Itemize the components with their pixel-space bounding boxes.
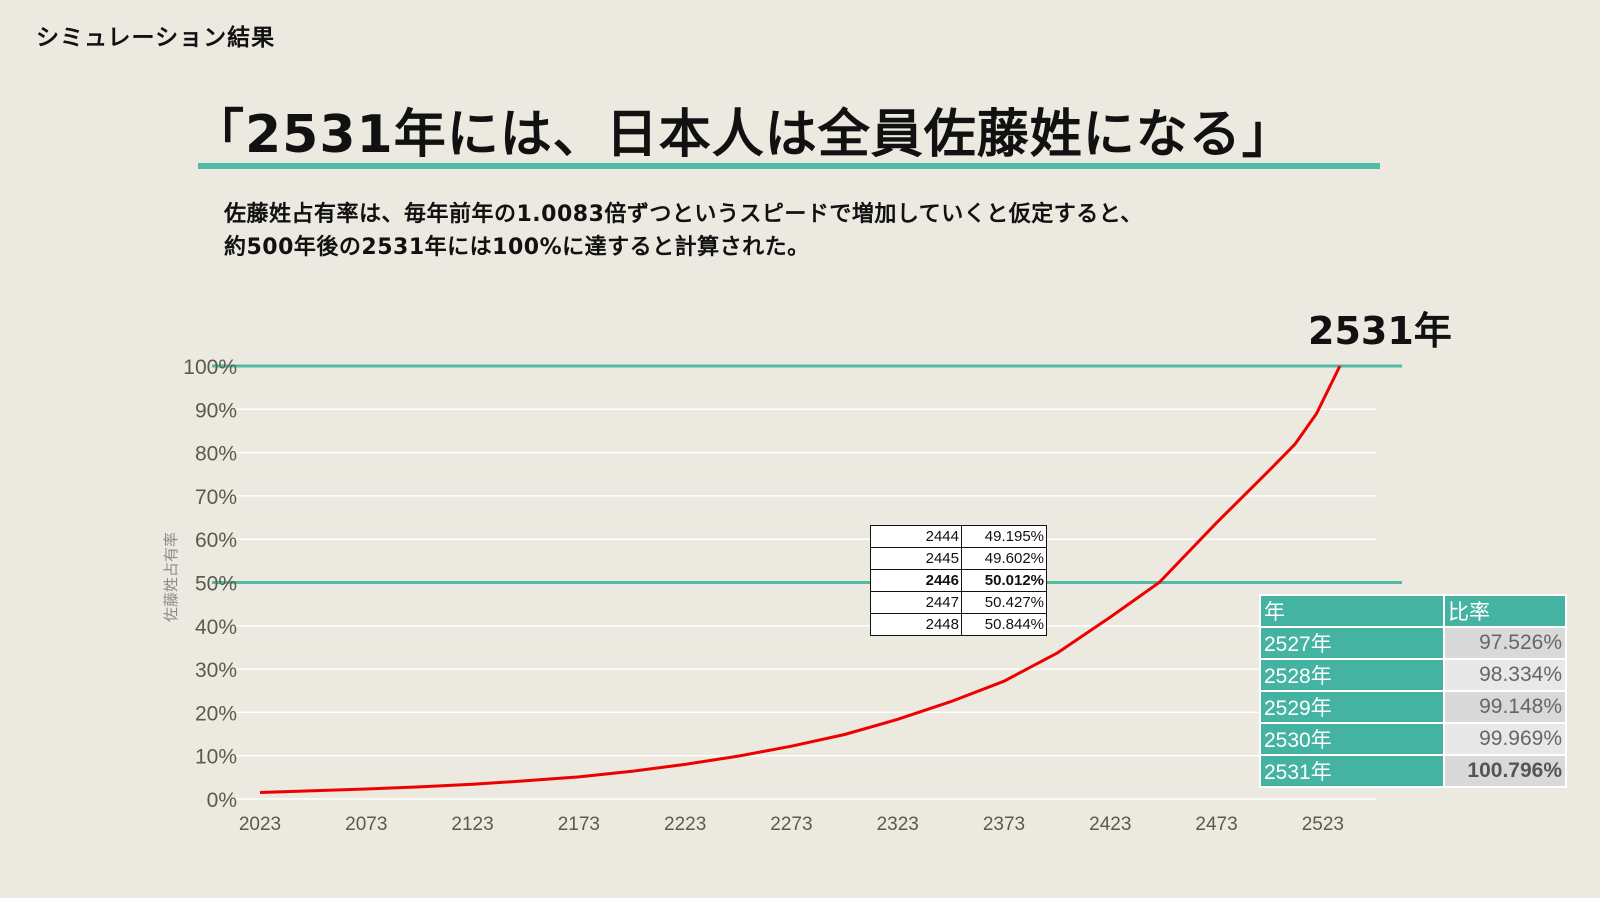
y-tick-label: 10%: [195, 746, 237, 769]
x-tick-label: 2123: [451, 814, 493, 835]
title-underline: [198, 163, 1380, 169]
x-tick-label: 2023: [239, 814, 281, 835]
zoom-year: 2444: [870, 525, 962, 548]
zoom-year: 2447: [870, 591, 962, 614]
y-axis-label: 佐藤姓占有率: [162, 532, 180, 622]
zoom-rate: 50.844%: [961, 613, 1047, 636]
x-tick-label: 2473: [1195, 814, 1237, 835]
rate-table-row: 2528年 98.334%: [1259, 658, 1567, 692]
rate-table: 年 比率 2527年 97.526% 2528年 98.334% 2529年 99.148…: [1259, 594, 1567, 788]
zoom-rate: 50.427%: [961, 591, 1047, 614]
x-tick-label: 2323: [877, 814, 919, 835]
reference-lines: [212, 364, 1402, 584]
zoom-table-row: 2446 50.012%: [870, 569, 1047, 592]
zoom-rate: 50.012%: [961, 569, 1047, 592]
rate-table-year: 2529年: [1259, 690, 1445, 724]
zoom-table-row: 2445 49.602%: [870, 547, 1047, 570]
x-tick-label: 2173: [558, 814, 600, 835]
rate-table-row: 2531年 100.796%: [1259, 754, 1567, 788]
page-title: 「2531年には、日本人は全員佐藤姓になる」: [192, 105, 1295, 165]
x-tick-label: 2223: [664, 814, 706, 835]
zoom-rate: 49.602%: [961, 547, 1047, 570]
rate-table-row: 2527年 97.526%: [1259, 626, 1567, 660]
x-tick-label: 2273: [770, 814, 812, 835]
rate-table-year: 2531年: [1259, 754, 1445, 788]
zoom-year: 2446: [870, 569, 962, 592]
x-tick-label: 2523: [1302, 814, 1344, 835]
y-tick-label: 80%: [195, 443, 237, 466]
rate-table-rate: 99.969%: [1443, 722, 1567, 756]
y-tick-label: 100%: [183, 356, 237, 379]
rate-table-rate: 100.796%: [1443, 754, 1567, 788]
y-tick-label: 40%: [195, 616, 237, 639]
y-tick-label: 50%: [195, 573, 237, 596]
zoom-table: 2444 49.195% 2445 49.602% 2446 50.012% 2447 50.…: [870, 525, 1047, 636]
rate-table-year: 2527年: [1259, 626, 1445, 660]
zoom-table-row: 2448 50.844%: [870, 613, 1047, 636]
description: 佐藤姓占有率は、毎年前年の1.0083倍ずつというスピードで増加していくと仮定す…: [224, 198, 1143, 264]
x-tick-label: 2423: [1089, 814, 1131, 835]
rate-table-rate: 97.526%: [1443, 626, 1567, 660]
x-axis-ticks: 2023 2073 2123 2173 2223 2273 2323 2373 2423 2473…: [239, 814, 1344, 835]
y-tick-label: 60%: [195, 529, 237, 552]
y-tick-label: 20%: [195, 702, 237, 725]
rate-table-year: 2530年: [1259, 722, 1445, 756]
y-tick-label: 90%: [195, 399, 237, 422]
rate-table-rate: 99.148%: [1443, 690, 1567, 724]
rate-table-header-year: 年: [1259, 594, 1445, 628]
rate-table-rate: 98.334%: [1443, 658, 1567, 692]
rate-table-header-rate: 比率: [1443, 594, 1567, 628]
y-tick-label: 30%: [195, 659, 237, 682]
x-tick-label: 2373: [983, 814, 1025, 835]
y-tick-label: 70%: [195, 486, 237, 509]
rate-table-year: 2528年: [1259, 658, 1445, 692]
y-axis-ticks: 0% 10% 20% 30% 40% 50% 60% 70% 80% 90% 100%: [183, 356, 237, 812]
description-line-1: 佐藤姓占有率は、毎年前年の1.0083倍ずつというスピードで増加していくと仮定す…: [224, 202, 1143, 227]
y-tick-label: 0%: [207, 789, 237, 812]
section-label: シミュレーション結果: [36, 25, 276, 51]
zoom-rate: 49.195%: [961, 525, 1047, 548]
description-line-2: 約500年後の2531年には100%に達すると計算された。: [224, 235, 810, 260]
occupancy-curve: [259, 365, 1342, 794]
zoom-year: 2445: [870, 547, 962, 570]
zoom-table-row: 2444 49.195%: [870, 525, 1047, 548]
rate-table-row: 2529年 99.148%: [1259, 690, 1567, 724]
zoom-table-row: 2447 50.427%: [870, 591, 1047, 614]
year-callout: 2531年: [1308, 309, 1452, 353]
rate-table-row: 2530年 99.969%: [1259, 722, 1567, 756]
zoom-year: 2448: [870, 613, 962, 636]
x-tick-label: 2073: [345, 814, 387, 835]
